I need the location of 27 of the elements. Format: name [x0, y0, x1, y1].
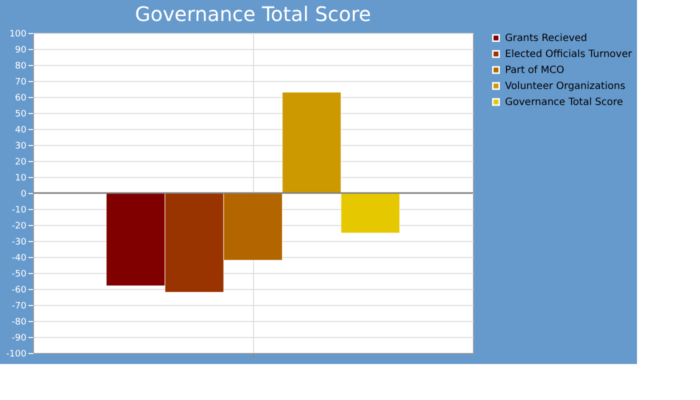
y-tick-label: 90	[15, 46, 27, 56]
y-tick-label: 100	[9, 30, 27, 40]
legend-label: Part of MCO	[505, 65, 564, 76]
y-tick-label: 40	[15, 126, 27, 136]
y-tick-label: -60	[12, 286, 27, 296]
y-tick-label: 50	[15, 110, 27, 120]
y-tick-label: 20	[15, 158, 27, 168]
y-tick-label: -10	[12, 206, 27, 216]
legend-label: Volunteer Organizations	[505, 81, 626, 92]
y-tick-label: -70	[12, 302, 27, 312]
y-tick-label: 0	[20, 190, 27, 200]
y-tick-label: 80	[15, 62, 27, 72]
y-tick-label: -20	[12, 222, 27, 232]
y-tick-label: 10	[15, 174, 27, 184]
y-tick-label: 30	[15, 142, 27, 152]
y-tick-label: -50	[12, 270, 27, 280]
y-tick-label: 70	[15, 78, 27, 88]
y-tick-label: -90	[12, 334, 27, 344]
y-tick-label: -80	[12, 318, 27, 328]
legend-label: Elected Officials Turnover	[505, 49, 633, 60]
legend-label: Governance Total Score	[505, 97, 624, 108]
y-tick-label: -100	[6, 350, 27, 360]
y-tick-label: -40	[12, 254, 27, 264]
chart-title: Governance Total Score	[134, 2, 372, 26]
legend-label: Grants Recieved	[505, 33, 588, 44]
y-tick-label: 60	[15, 94, 27, 104]
y-tick-label: -30	[12, 238, 27, 248]
